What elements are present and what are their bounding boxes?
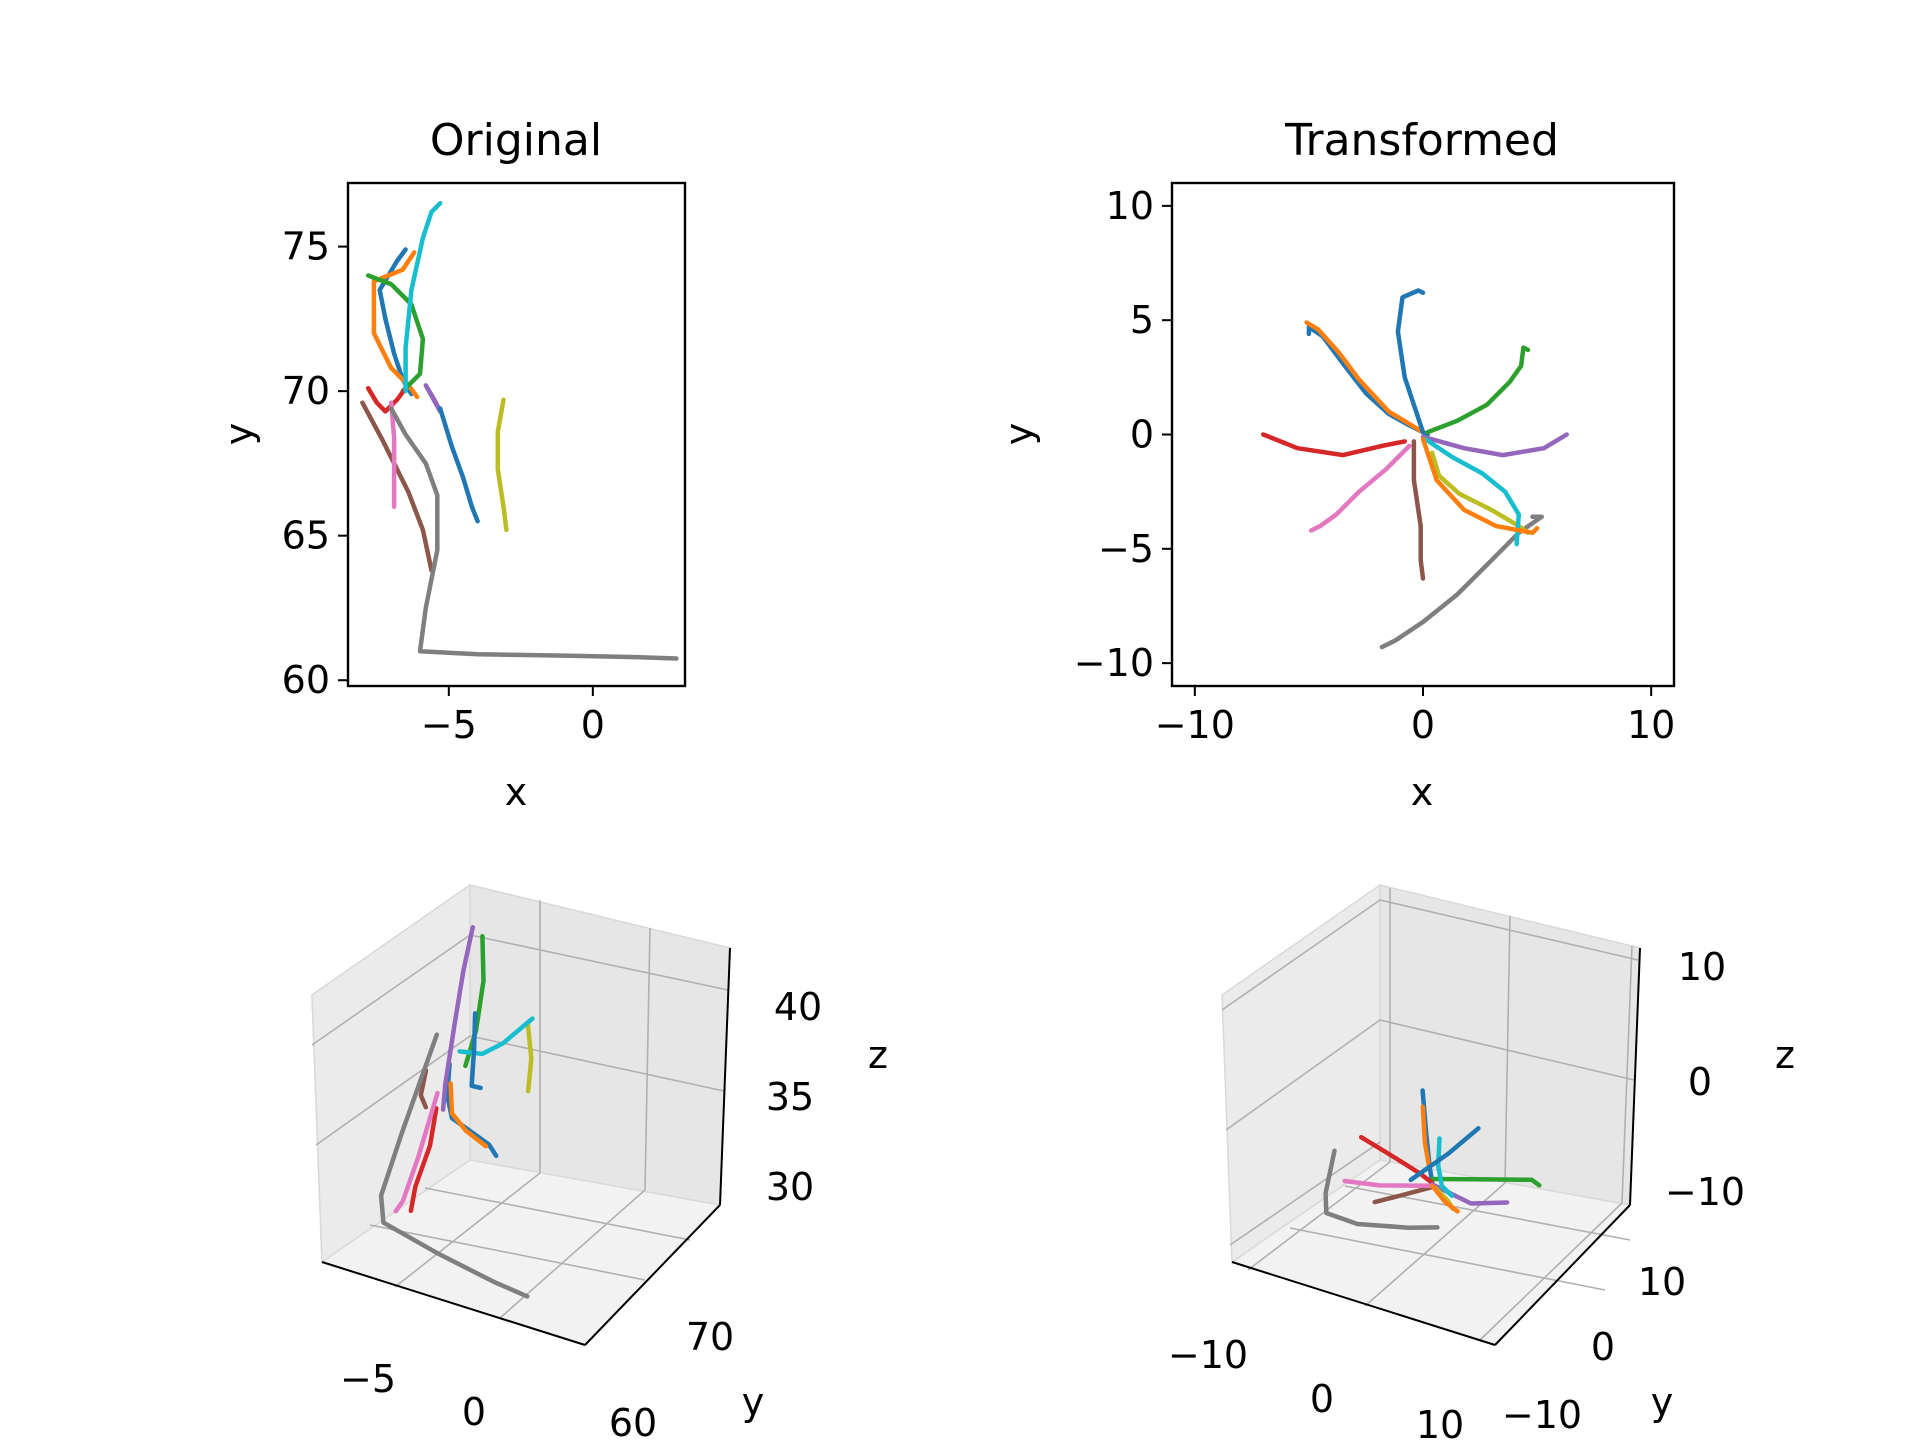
x-tick-label: 0 <box>581 703 605 747</box>
series-line <box>1420 436 1540 536</box>
series-group <box>1261 288 1570 650</box>
transformed-subplot: Transformed −10 0 10 −10 −5 0 5 10 x y <box>997 115 1675 814</box>
series-line <box>495 397 509 533</box>
series-line <box>437 406 480 524</box>
tick-group: −10 0 10 −10 0 10 −10 0 10 <box>1168 945 1745 1440</box>
series-line <box>1430 1176 1542 1188</box>
x-tick-label: −10 <box>1155 703 1235 747</box>
series-line <box>1423 436 1522 547</box>
x-axis-label: x <box>505 770 528 814</box>
series-line <box>371 250 420 400</box>
series-line <box>418 1068 429 1110</box>
y-tick-label: −10 <box>1502 1393 1582 1437</box>
series-line <box>1308 443 1412 533</box>
series-line <box>1420 432 1570 458</box>
y-tick-label: −10 <box>1074 641 1154 685</box>
series-line <box>408 1106 439 1214</box>
tick-group: −5 0 60 65 70 75 <box>282 225 605 747</box>
y-tick-label: 0 <box>1130 413 1154 457</box>
y-tick-label: 5 <box>1130 298 1154 342</box>
series-line <box>378 1032 530 1299</box>
x-axis-label: x <box>1411 770 1434 814</box>
tick-group: −5 0 60 70 30 35 40 <box>340 985 822 1440</box>
subplot-title: Original <box>430 115 602 166</box>
z-tick-label: 0 <box>1688 1060 1712 1104</box>
axes-frame <box>346 181 687 688</box>
z-tick-label: 30 <box>766 1165 814 1209</box>
x-tick-label: 0 <box>1310 1377 1334 1421</box>
series-group <box>1323 1088 1542 1230</box>
y-tick-label: 0 <box>1591 1325 1615 1369</box>
series-line <box>1430 1183 1460 1214</box>
series-group <box>378 924 535 1299</box>
series-line <box>469 1011 483 1091</box>
series-line <box>525 1020 534 1094</box>
3d-axes <box>321 947 731 1346</box>
z-tick-label: 10 <box>1678 945 1726 989</box>
series-line <box>423 383 443 414</box>
z-axis-label: z <box>1775 1033 1795 1077</box>
series-line <box>388 406 679 661</box>
z-axis-label: z <box>868 1033 888 1077</box>
series-group <box>360 200 679 661</box>
y-axis-label: y <box>742 1380 765 1424</box>
series-line <box>403 200 443 394</box>
y-tick-label: 65 <box>282 514 330 558</box>
z-tick-label: 40 <box>774 985 822 1029</box>
series-line <box>463 933 486 1069</box>
series-line <box>1411 439 1426 581</box>
series-line <box>1420 1104 1432 1170</box>
series-line <box>365 273 426 394</box>
x-tick-label: 10 <box>1416 1403 1464 1440</box>
series-line <box>1425 345 1531 435</box>
series-line <box>1304 320 1426 435</box>
series-line <box>1261 432 1407 458</box>
y-tick-label: 70 <box>282 369 330 413</box>
series-line <box>1342 1178 1435 1189</box>
series-line <box>1306 324 1430 437</box>
z-tick-label: −10 <box>1665 1170 1745 1214</box>
x-tick-label: 0 <box>462 1390 486 1434</box>
x-tick-label: −5 <box>340 1357 396 1401</box>
series-line <box>388 400 397 510</box>
series-line <box>1435 1136 1455 1199</box>
3d-axes <box>1231 947 1641 1346</box>
series-line <box>444 1061 499 1159</box>
y-tick-label: 60 <box>282 658 330 702</box>
y-axis-label: y <box>217 423 261 446</box>
series-line <box>365 385 408 414</box>
z-tick-label: 35 <box>766 1075 814 1119</box>
y-tick-label: 75 <box>282 225 330 269</box>
subplot-title: Transformed <box>1284 115 1559 166</box>
series-line <box>1379 514 1544 650</box>
x-tick-label: −10 <box>1168 1333 1248 1377</box>
original-subplot: Original −5 0 60 65 70 75 x y <box>217 115 687 814</box>
series-line <box>440 924 476 1112</box>
x-tick-label: 0 <box>1411 703 1435 747</box>
y-tick-label: 70 <box>686 1315 734 1359</box>
series-line <box>1358 1134 1435 1186</box>
series-line <box>1429 450 1531 536</box>
y-tick-label: 10 <box>1106 184 1154 228</box>
x-tick-label: −5 <box>421 703 477 747</box>
series-line <box>457 1016 535 1057</box>
original-3d-subplot: −5 0 60 70 30 35 40 y z <box>310 883 888 1440</box>
y-tick-label: 60 <box>609 1401 657 1440</box>
series-line <box>1395 288 1426 435</box>
series-line <box>1323 1148 1440 1230</box>
tick-group: −10 0 10 −10 −5 0 5 10 <box>1074 184 1676 747</box>
transformed-3d-subplot: −10 0 10 −10 0 10 −10 0 10 y z <box>1168 883 1795 1440</box>
series-line <box>448 1081 489 1149</box>
y-tick-label: 10 <box>1638 1260 1686 1304</box>
series-line <box>1408 1126 1481 1183</box>
y-axis-label: y <box>1651 1380 1674 1424</box>
series-line <box>360 400 434 573</box>
x-tick-label: 10 <box>1627 703 1675 747</box>
y-tick-label: −5 <box>1098 527 1154 571</box>
series-line <box>1372 1184 1435 1205</box>
series-line <box>393 1090 440 1214</box>
y-axis-label: y <box>997 423 1041 446</box>
